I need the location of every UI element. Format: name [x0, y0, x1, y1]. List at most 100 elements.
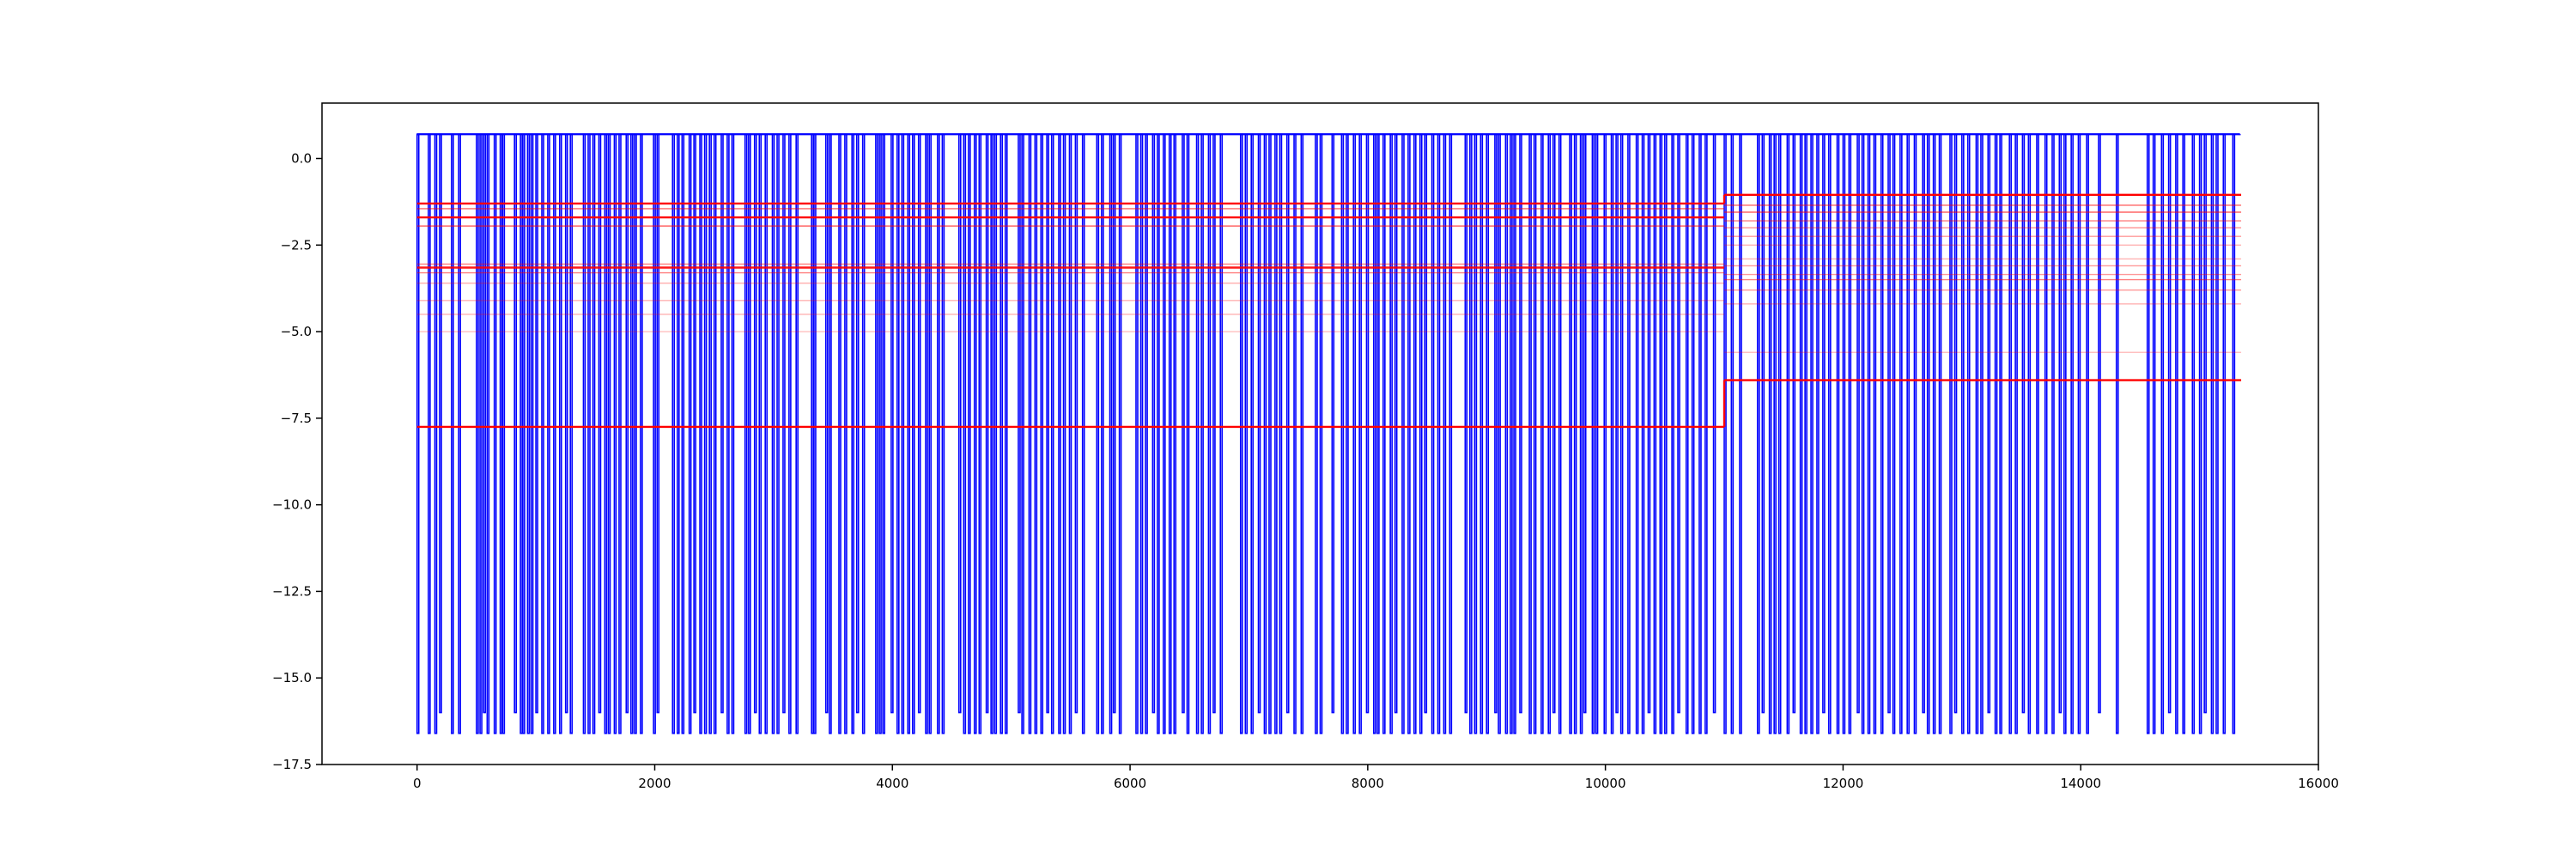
series-0-dip — [1603, 133, 1607, 734]
series-0-dip — [1062, 133, 1066, 734]
x-tick-label: 12000 — [1823, 776, 1864, 791]
series-0-dip — [2152, 133, 2156, 734]
series-0-dip — [547, 133, 550, 734]
series-0-dip — [890, 133, 894, 714]
series-0-dip — [1376, 133, 1380, 734]
series-0-dip — [1212, 133, 1216, 714]
series-0-dip — [941, 133, 945, 734]
series-0-dip — [1848, 133, 1852, 734]
series-0-dip — [1300, 133, 1304, 734]
series-0-dip — [1219, 133, 1224, 734]
series-0-dip — [1761, 133, 1765, 714]
series-0-dip — [2070, 133, 2074, 734]
series-0-dip — [1186, 133, 1190, 734]
series-0-dip — [653, 133, 656, 734]
series-0-dip — [1739, 133, 1742, 734]
series-0-dip — [1552, 133, 1556, 714]
series-0-dip — [1382, 133, 1386, 734]
series-0-dip — [1239, 133, 1243, 734]
series-0-dip — [2191, 133, 2196, 734]
series-0-dip — [1828, 133, 1832, 734]
series-0-dip — [1424, 133, 1428, 714]
series-0-dip — [838, 133, 841, 734]
series-0-dip — [1504, 133, 1509, 734]
series-0-dip — [1469, 133, 1473, 734]
series-0-dip — [1118, 133, 1122, 734]
series-0-dip — [1139, 133, 1144, 734]
series-0-dip — [1558, 133, 1562, 734]
series-0-dip — [1540, 133, 1544, 734]
series-0-dip — [618, 133, 622, 734]
series-0-dip — [1994, 133, 1998, 734]
series-0-dip — [428, 133, 431, 734]
series-0-dip — [1756, 133, 1760, 734]
series-0-dip — [963, 133, 967, 734]
series-0-dip — [1058, 133, 1061, 734]
series-0-dip — [1641, 133, 1645, 734]
series-0-dip — [1873, 133, 1877, 734]
series-0-dip — [2014, 133, 2018, 734]
series-0-dip — [1906, 133, 1910, 734]
series-0-dip — [1365, 133, 1370, 714]
series-0-dip — [458, 133, 461, 734]
series-0-dip — [1195, 133, 1200, 734]
y-tick-label: 0.0 — [291, 151, 312, 167]
series-0-dip — [2232, 133, 2236, 734]
series-0-dip — [1151, 133, 1156, 714]
series-0-dip — [1528, 133, 1532, 734]
series-0-dip — [1792, 133, 1796, 714]
series-0-dip — [1315, 133, 1318, 734]
series-0-dip — [1569, 133, 1572, 734]
series-0-dip — [2203, 133, 2207, 714]
series-0-dip — [1980, 133, 1984, 734]
series-0-dip — [1034, 133, 1038, 734]
series-0-dip — [1401, 133, 1405, 734]
series-0-dip — [1664, 133, 1668, 734]
series-0-dip — [1999, 133, 2002, 734]
series-0-dip — [688, 133, 692, 734]
series-0-dip — [1135, 133, 1139, 734]
series-0-dip — [1619, 133, 1624, 734]
series-0-dip — [693, 133, 696, 714]
series-0-dip — [1293, 133, 1297, 734]
series-0-dip — [1163, 133, 1166, 734]
series-0-dip — [985, 133, 989, 714]
series-0-dip — [1257, 133, 1261, 714]
series-0-dip — [1949, 133, 1953, 734]
series-0-dip — [1028, 133, 1032, 734]
series-0-dip — [630, 133, 634, 734]
series-0-dip — [1627, 133, 1631, 734]
series-0-dip — [1145, 133, 1148, 734]
series-0-dip — [882, 133, 886, 734]
x-tick-label: 2000 — [638, 776, 671, 791]
series-0-dip — [708, 133, 712, 734]
series-0-dip — [1279, 133, 1283, 734]
series-0-dip — [875, 133, 878, 734]
series-0-dip — [1473, 133, 1478, 734]
series-0-dip — [1691, 133, 1695, 734]
series-0-dip — [526, 133, 531, 734]
series-0-dip — [1285, 133, 1290, 714]
series-0-dip — [1096, 133, 1100, 734]
series-0-dip — [1046, 133, 1049, 714]
series-0-dip — [2044, 133, 2048, 734]
series-0-dip — [937, 133, 940, 734]
series-0-dip — [993, 133, 998, 734]
x-tick-label: 16000 — [2298, 776, 2339, 791]
series-0-dip — [2058, 133, 2063, 714]
series-0-dip — [2160, 133, 2165, 734]
series-0-dip — [957, 133, 962, 714]
series-0-dip — [978, 133, 982, 734]
series-0-dip — [1274, 133, 1278, 734]
series-0-dip — [1887, 133, 1891, 714]
series-0-dip — [1268, 133, 1272, 734]
series-0-dip — [1573, 133, 1577, 734]
series-0-dip — [1677, 133, 1680, 714]
series-0-dip — [1892, 133, 1896, 734]
series-0-dip — [1250, 133, 1255, 734]
series-0-dip — [1899, 133, 1903, 734]
series-0-dip — [1685, 133, 1689, 734]
series-0-dip — [1519, 133, 1522, 714]
series-0-dip — [731, 133, 735, 734]
series-0-dip — [1513, 133, 1516, 734]
